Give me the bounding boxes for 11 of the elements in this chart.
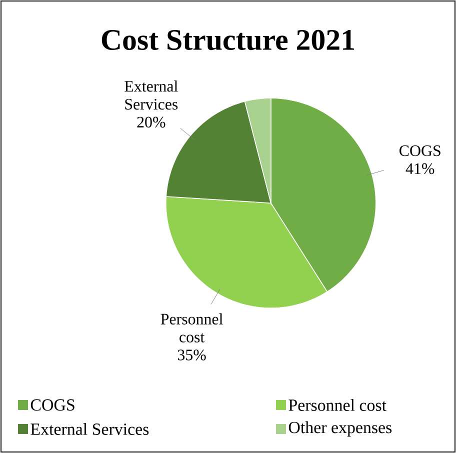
legend-label: Personnel cost xyxy=(288,399,386,411)
data-label: 41% xyxy=(406,163,434,174)
data-label: 35% xyxy=(178,350,206,360)
slice-label: External Services xyxy=(124,80,178,110)
legend-label: COGS xyxy=(30,399,74,411)
slice-label: COGS xyxy=(400,145,440,156)
slice-label: Personnel cost xyxy=(160,313,223,342)
chart-title: Cost Structure 2021 xyxy=(102,30,354,50)
legend-label: Other expenses xyxy=(288,421,392,437)
legend-label: External Services xyxy=(30,423,149,435)
data-label: 20% xyxy=(137,116,166,128)
